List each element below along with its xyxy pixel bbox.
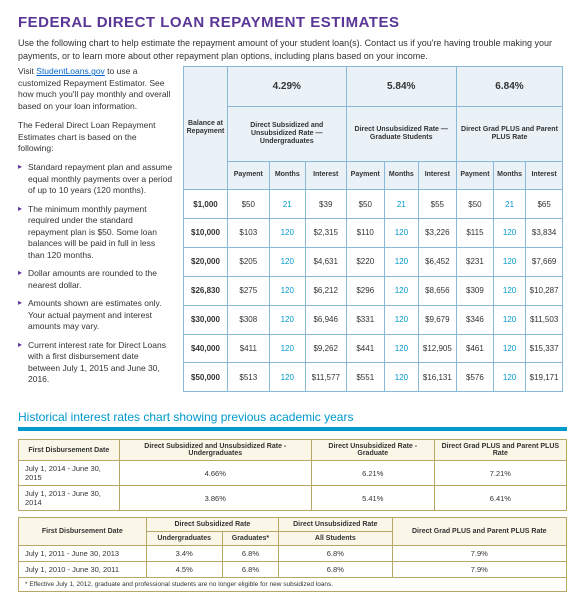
bullet-item: The minimum monthly payment required und… [18, 204, 173, 261]
table-row: $1,000$5021$39$5021$55$5021$65 [184, 190, 563, 219]
footnote: * Effective July 1, 2012, graduate and p… [18, 578, 567, 592]
bullet-list: Standard repayment plan and assume equal… [18, 162, 173, 385]
table-row: $40,000$411120$9,262$441120$12,905$46112… [184, 334, 563, 363]
bullet-item: Standard repayment plan and assume equal… [18, 162, 173, 196]
table-row: $10,000$103120$2,315$110120$3,226$115120… [184, 219, 563, 248]
table-row: $26,830$275120$6,212$296120$8,656$309120… [184, 276, 563, 305]
historical-table-2: First Disbursement DateDirect Subsidized… [18, 517, 567, 578]
intro-text: Use the following chart to help estimate… [18, 37, 567, 62]
table-row: $30,000$308120$6,946$331120$9,679$346120… [184, 305, 563, 334]
historical-table-1: First Disbursement DateDirect Subsidized… [18, 439, 567, 511]
visit-para: Visit StudentLoans.gov to use a customiz… [18, 66, 173, 112]
page-title: FEDERAL DIRECT LOAN REPAYMENT ESTIMATES [18, 14, 567, 31]
studentloans-link[interactable]: StudentLoans.gov [36, 66, 105, 76]
table-row: $20,000$205120$4,631$220120$6,452$231120… [184, 247, 563, 276]
table-row: July 1, 2013 - June 30, 20143.86%5.41%6.… [19, 486, 567, 511]
table-row: July 1, 2010 - June 30, 20114.5%6.8%6.8%… [19, 562, 567, 578]
historical-heading: Historical interest rates chart showing … [18, 410, 567, 431]
repayment-table: Balance at Repayment4.29%5.84%6.84% Dire… [183, 66, 563, 392]
table-row: July 1, 2011 - June 30, 20133.4%6.8%6.8%… [19, 546, 567, 562]
bullet-item: Current interest rate for Direct Loans w… [18, 340, 173, 386]
bullet-item: Amounts shown are estimates only. Your a… [18, 298, 173, 332]
table-row: $50,000$513120$11,577$551120$16,131$5761… [184, 363, 563, 392]
table-row: July 1, 2014 - June 30, 20154.66%6.21%7.… [19, 461, 567, 486]
based-on: The Federal Direct Loan Repayment Estima… [18, 120, 173, 154]
bullet-item: Dollar amounts are rounded to the neares… [18, 268, 173, 291]
